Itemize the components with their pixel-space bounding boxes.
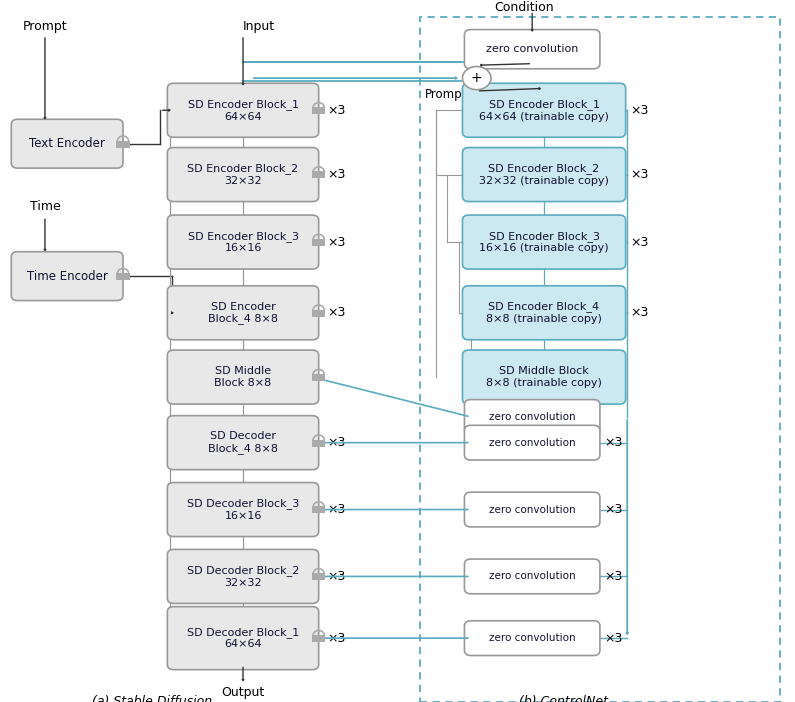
- FancyBboxPatch shape: [463, 286, 626, 340]
- Text: SD Encoder Block_3
16×16 (trainable copy): SD Encoder Block_3 16×16 (trainable copy…: [479, 231, 609, 253]
- FancyBboxPatch shape: [312, 107, 325, 114]
- FancyBboxPatch shape: [11, 252, 123, 300]
- Text: ×3: ×3: [630, 306, 648, 319]
- FancyBboxPatch shape: [463, 215, 626, 269]
- FancyBboxPatch shape: [168, 550, 319, 604]
- Text: ×3: ×3: [327, 436, 345, 449]
- Text: SD Decoder Block_1
64×64: SD Decoder Block_1 64×64: [187, 627, 299, 649]
- FancyBboxPatch shape: [464, 425, 600, 460]
- Text: Output: Output: [221, 686, 265, 698]
- FancyBboxPatch shape: [116, 273, 130, 280]
- Text: ×3: ×3: [327, 632, 345, 644]
- Text: SD Encoder Block_3
16×16: SD Encoder Block_3 16×16: [188, 231, 298, 253]
- FancyBboxPatch shape: [464, 399, 600, 435]
- Text: SD Encoder
Block_4 8×8: SD Encoder Block_4 8×8: [208, 302, 278, 324]
- FancyBboxPatch shape: [168, 482, 319, 536]
- FancyBboxPatch shape: [168, 350, 319, 404]
- Text: ×3: ×3: [630, 236, 648, 249]
- Text: SD Encoder Block_1
64×64 (trainable copy): SD Encoder Block_1 64×64 (trainable copy…: [479, 99, 609, 121]
- FancyBboxPatch shape: [168, 416, 319, 470]
- Text: ×3: ×3: [604, 436, 622, 449]
- Text: zero convolution: zero convolution: [489, 571, 576, 581]
- FancyBboxPatch shape: [312, 374, 325, 381]
- Text: SD Decoder
Block_4 8×8: SD Decoder Block_4 8×8: [208, 432, 278, 454]
- Text: ×3: ×3: [327, 570, 345, 583]
- FancyBboxPatch shape: [464, 29, 600, 69]
- Text: ×3: ×3: [604, 570, 622, 583]
- FancyBboxPatch shape: [312, 171, 325, 178]
- Text: Condition: Condition: [494, 1, 554, 14]
- Text: zero convolution: zero convolution: [489, 505, 576, 515]
- FancyBboxPatch shape: [11, 119, 123, 168]
- FancyBboxPatch shape: [312, 574, 325, 581]
- Text: ×3: ×3: [604, 632, 622, 644]
- Text: ×3: ×3: [327, 104, 345, 117]
- Text: SD Middle Block
8×8 (trainable copy): SD Middle Block 8×8 (trainable copy): [486, 366, 602, 388]
- Text: (a) Stable Diffusion: (a) Stable Diffusion: [92, 695, 212, 702]
- FancyBboxPatch shape: [168, 607, 319, 670]
- Text: Prompt&Time: Prompt&Time: [425, 88, 506, 100]
- Text: Time: Time: [29, 200, 60, 213]
- Text: SD Middle
Block 8×8: SD Middle Block 8×8: [215, 366, 272, 388]
- Text: Prompt: Prompt: [22, 20, 68, 33]
- FancyBboxPatch shape: [463, 350, 626, 404]
- FancyBboxPatch shape: [312, 310, 325, 317]
- Text: SD Encoder Block_2
32×32: SD Encoder Block_2 32×32: [188, 164, 299, 186]
- Text: ×3: ×3: [630, 104, 648, 117]
- FancyBboxPatch shape: [312, 635, 325, 642]
- FancyBboxPatch shape: [312, 439, 325, 446]
- FancyBboxPatch shape: [168, 84, 319, 138]
- FancyBboxPatch shape: [116, 140, 130, 147]
- FancyBboxPatch shape: [464, 559, 600, 594]
- Text: SD Decoder Block_2
32×32: SD Decoder Block_2 32×32: [187, 565, 299, 588]
- Text: ×3: ×3: [630, 168, 648, 181]
- Text: ×3: ×3: [604, 503, 622, 516]
- FancyBboxPatch shape: [463, 84, 626, 138]
- Text: ×3: ×3: [327, 168, 345, 181]
- Text: Time Encoder: Time Encoder: [27, 270, 107, 283]
- Text: SD Decoder Block_3
16×16: SD Decoder Block_3 16×16: [187, 498, 299, 521]
- FancyBboxPatch shape: [312, 239, 325, 246]
- Text: ×3: ×3: [327, 503, 345, 516]
- Text: (b) ControlNet: (b) ControlNet: [519, 695, 608, 702]
- Text: Input: Input: [243, 20, 275, 33]
- Text: Text Encoder: Text Encoder: [29, 137, 105, 150]
- Text: zero convolution: zero convolution: [489, 633, 576, 643]
- Text: ×3: ×3: [327, 236, 345, 249]
- FancyBboxPatch shape: [168, 286, 319, 340]
- FancyBboxPatch shape: [463, 147, 626, 201]
- FancyBboxPatch shape: [168, 147, 319, 201]
- Text: SD Encoder Block_1
64×64: SD Encoder Block_1 64×64: [188, 99, 298, 121]
- Text: +: +: [471, 71, 483, 85]
- Text: zero convolution: zero convolution: [489, 437, 576, 448]
- Circle shape: [463, 67, 491, 90]
- FancyBboxPatch shape: [464, 621, 600, 656]
- FancyBboxPatch shape: [168, 215, 319, 269]
- Text: ×3: ×3: [327, 306, 345, 319]
- Text: SD Encoder Block_4
8×8 (trainable copy): SD Encoder Block_4 8×8 (trainable copy): [486, 302, 602, 324]
- Text: zero convolution: zero convolution: [486, 44, 579, 54]
- FancyBboxPatch shape: [464, 492, 600, 527]
- Text: zero convolution: zero convolution: [489, 412, 576, 422]
- Text: SD Encoder Block_2
32×32 (trainable copy): SD Encoder Block_2 32×32 (trainable copy…: [479, 164, 609, 186]
- FancyBboxPatch shape: [312, 506, 325, 513]
